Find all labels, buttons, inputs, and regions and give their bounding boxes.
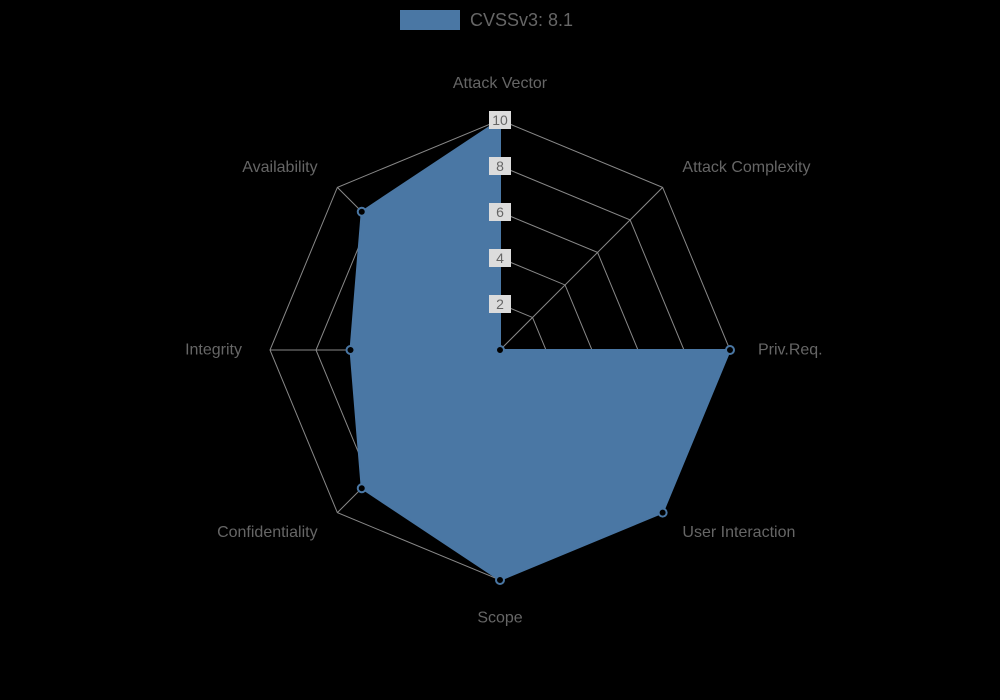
series-marker bbox=[659, 509, 667, 517]
tick-label: 8 bbox=[496, 158, 504, 174]
series-marker bbox=[358, 484, 366, 492]
tick-label: 2 bbox=[496, 296, 504, 312]
legend-label: CVSSv3: 8.1 bbox=[470, 10, 573, 30]
series-marker bbox=[496, 346, 504, 354]
axis-label: Integrity bbox=[185, 342, 242, 359]
axis-label: Attack Complexity bbox=[682, 159, 810, 176]
series-marker bbox=[726, 346, 734, 354]
tick-label: 10 bbox=[492, 112, 508, 128]
axis-label: Attack Vector bbox=[453, 75, 548, 92]
tick-label: 4 bbox=[496, 250, 504, 266]
axis-label: Scope bbox=[477, 609, 522, 626]
axis-label: User Interaction bbox=[682, 524, 795, 541]
axis-label: Confidentiality bbox=[217, 524, 318, 541]
series-marker bbox=[358, 208, 366, 216]
tick-label: 6 bbox=[496, 204, 504, 220]
legend-swatch bbox=[400, 10, 460, 30]
axis-label: Priv.Req. bbox=[758, 342, 823, 359]
chart-legend: CVSSv3: 8.1 bbox=[400, 10, 573, 30]
axis-label: Availability bbox=[242, 159, 317, 176]
cvss-radar-chart: 2 4 6 8 10 Attack Vector Attack Complexity Priv… bbox=[0, 0, 1000, 700]
series-marker bbox=[347, 346, 355, 354]
series-marker bbox=[496, 576, 504, 584]
